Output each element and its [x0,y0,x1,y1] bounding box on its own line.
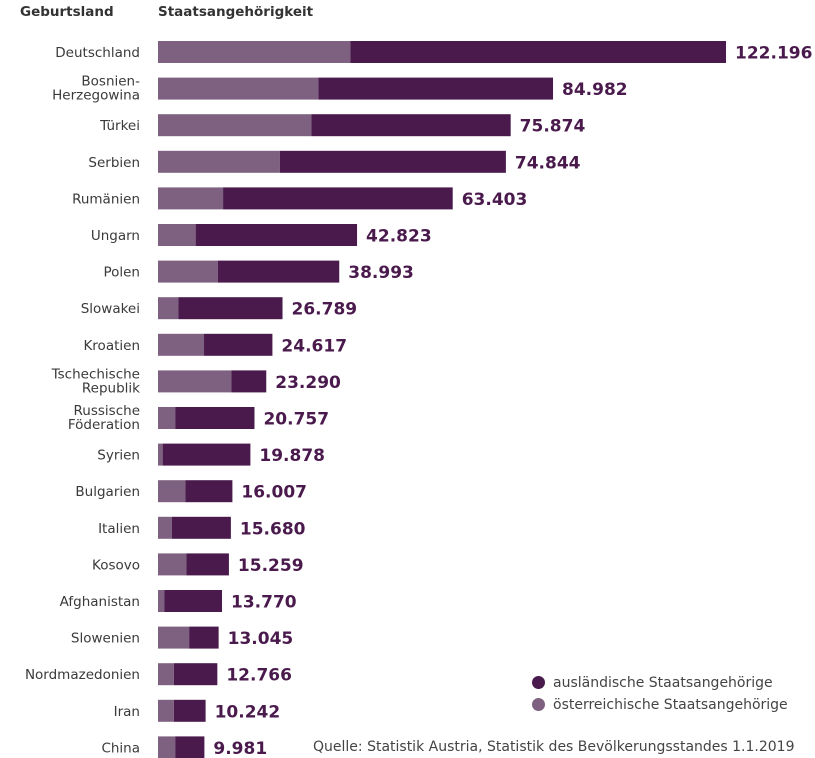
bar-segment-foreign [350,41,726,63]
bar-total-label: 12.766 [226,666,292,686]
legend-dot-foreign [532,676,545,689]
category-label: Tschechische Republik [51,366,141,396]
category-label: Deutschland [55,45,140,61]
bar-segment-austrian [158,114,312,137]
bar-total-label: 19.878 [259,446,325,466]
bar-total-label: 75.874 [520,117,586,137]
category-label: Türkei [99,118,140,134]
bar-total-label: 10.242 [215,702,281,722]
category-label: Kosovo [92,557,140,573]
bar-segment-foreign [204,333,273,356]
bar-segment-foreign [164,590,223,612]
category-label: Nordmazedonien [25,667,140,683]
bar-segment-austrian [158,699,174,722]
header-country-of-birth: Geburtsland [20,4,114,20]
bar-segment-austrian [158,516,172,539]
category-label: Rumänien [72,191,140,207]
bar-segment-foreign [231,370,267,393]
bar-segment-austrian [158,297,179,320]
bar-segment-austrian [158,626,190,649]
bar-segment-austrian [158,41,351,63]
category-label: China [101,740,140,756]
bar-segment-austrian [158,407,176,429]
bar-total-label: 20.757 [263,410,329,430]
bar-segment-foreign [175,736,205,758]
bar-segment-austrian [158,663,174,686]
bar-segment-foreign [186,553,229,576]
bar-segment-foreign [223,187,453,210]
bar-segment-austrian [158,77,319,100]
bar-total-label: 42.823 [366,227,432,247]
category-label: Ungarn [91,228,140,244]
bar-total-label: 13.045 [228,629,294,649]
category-label: Slowakei [81,301,140,317]
bar-total-label: 16.007 [241,483,307,503]
bar-segment-austrian [158,590,165,612]
category-label: Italien [98,521,140,537]
bar-segment-austrian [158,260,218,283]
bar-segment-foreign [171,516,231,539]
bar-segment-foreign [178,297,283,320]
bar-segment-foreign [185,480,233,503]
category-label: Kroatien [83,338,140,354]
bar-segment-foreign [318,77,554,100]
bar-total-label: 23.290 [275,373,341,393]
bar-segment-foreign [217,260,340,283]
source-note: Quelle: Statistik Austria, Statistik des… [313,739,795,755]
bar-segment-foreign [175,407,255,429]
bar-segment-foreign [311,114,511,137]
bar-total-label: 38.993 [348,263,414,283]
bar-total-label: 15.680 [240,519,306,539]
bar-total-label: 63.403 [462,190,528,210]
bar-segment-austrian [158,333,205,356]
bar-segment-austrian [158,370,232,393]
bar-segment-foreign [162,443,251,466]
legend-item-austrian: österreichische Staatsangehörige [532,697,788,713]
category-label: Russische Föderation [68,403,140,433]
bar-segment-austrian [158,150,280,173]
legend-label-foreign: ausländische Staatsangehörige [553,675,773,691]
bar-segment-foreign [279,150,506,173]
legend-item-foreign: ausländische Staatsangehörige [532,675,773,691]
bar-segment-foreign [195,224,358,246]
bar-total-label: 122.196 [735,44,812,64]
category-label: Syrien [97,448,140,464]
category-label: Iran [114,704,140,720]
bar-segment-austrian [158,736,176,758]
bar-total-label: 15.259 [238,556,304,576]
header-citizenship: Staatsangehörigkeit [158,4,314,20]
legend-label-austrian: österreichische Staatsangehörige [553,697,788,713]
bar-segment-austrian [158,480,186,503]
bar-total-label: 26.789 [292,300,358,320]
bar-segment-austrian [158,187,224,210]
category-label: Serbien [88,155,140,171]
category-label: Bosnien-Herzegowina [52,74,140,104]
legend-dot-austrian [532,698,545,711]
bar-segment-austrian [158,553,187,576]
bar-segment-austrian [158,443,163,466]
bar-total-label: 13.770 [231,593,297,613]
bar-total-label: 9.981 [213,739,267,758]
category-label: Polen [103,265,140,281]
category-label: Bulgarien [75,484,140,500]
category-label: Slowenien [71,631,140,647]
bar-total-label: 24.617 [281,336,347,356]
bar-total-label: 84.982 [562,80,628,100]
bar-segment-foreign [173,699,206,722]
bar-segment-foreign [173,663,218,686]
bar-segment-austrian [158,224,196,246]
category-label: Afghanistan [60,594,140,610]
bar-segment-foreign [189,626,219,649]
bar-total-label: 74.844 [515,153,581,173]
